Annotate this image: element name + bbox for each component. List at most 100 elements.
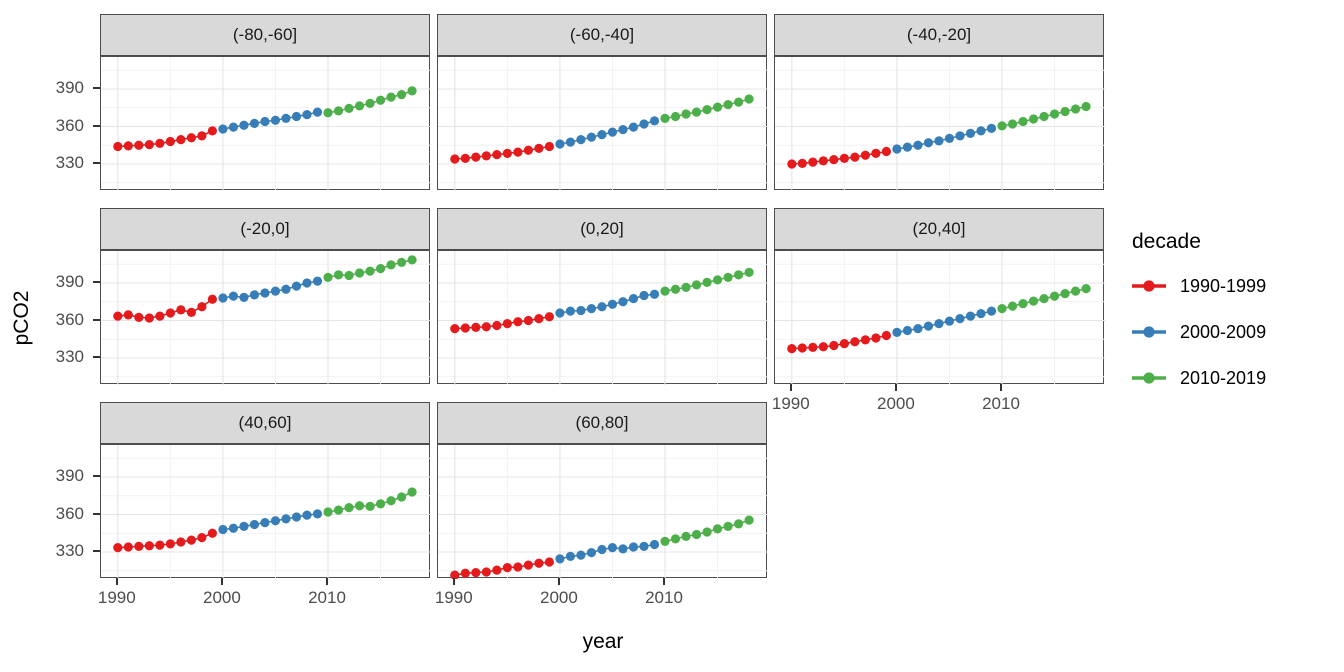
decade-line (791, 334, 887, 350)
data-point (733, 270, 744, 280)
data-point (850, 337, 860, 347)
data-point (333, 505, 344, 515)
data-point (197, 533, 207, 543)
data-point (565, 551, 576, 561)
data-point (797, 158, 807, 168)
data-point (176, 135, 186, 145)
data-point (471, 322, 481, 332)
facet-plot (438, 445, 768, 579)
data-point (681, 282, 691, 292)
facet-panel (437, 250, 768, 385)
data-point (165, 136, 175, 147)
data-point (670, 534, 681, 544)
data-point (523, 560, 533, 570)
data-point (218, 124, 228, 134)
y-tick-label: 330 (55, 347, 84, 366)
data-point (976, 309, 986, 319)
data-point (471, 152, 481, 162)
x-tick-label: 2000 (202, 588, 241, 607)
data-point (450, 154, 460, 164)
y-tick-mark (93, 162, 100, 164)
x-tick-mark (326, 578, 328, 585)
x-tick-mark (1000, 384, 1002, 391)
data-point (892, 327, 902, 337)
data-point (544, 141, 555, 152)
data-point (586, 132, 597, 142)
y-tick-label: 390 (55, 272, 84, 291)
facet-strip: (-60,-40] (437, 14, 767, 56)
data-point (618, 125, 628, 135)
x-tick-mark (557, 578, 560, 585)
data-point (354, 268, 365, 278)
data-point (281, 284, 291, 294)
decade-line (896, 127, 992, 150)
facet-plot (101, 251, 431, 385)
data-point (649, 289, 660, 299)
facet-strip-label: (-40,-20] (906, 25, 972, 44)
data-point (565, 306, 576, 316)
facet-strip-label: (0,20] (580, 219, 624, 238)
data-point (660, 536, 670, 546)
decade-line (222, 513, 318, 531)
data-point (712, 275, 723, 285)
y-tick-label: 390 (55, 466, 84, 485)
data-point (239, 521, 249, 531)
data-point (712, 524, 723, 534)
facet-panel (774, 56, 1105, 191)
data-point (323, 272, 333, 282)
legend: decade 1990-1999 2000-2009 2010-2019 (1130, 230, 1266, 412)
decade-line (559, 543, 655, 560)
data-point (670, 111, 681, 122)
data-point (228, 122, 239, 132)
data-point (1018, 299, 1028, 309)
data-point (396, 257, 407, 267)
data-point (723, 521, 733, 531)
legend-entry-label: 1990-1999 (1180, 275, 1267, 296)
data-point (829, 340, 839, 351)
data-point (923, 138, 934, 148)
facet-panel (437, 56, 768, 191)
x-tick-label: 2010 (982, 394, 1020, 413)
data-point (808, 342, 818, 352)
legend-entry-label: 2000-2009 (1180, 321, 1267, 342)
facet-plot (101, 57, 431, 191)
data-point (502, 319, 512, 329)
data-point (628, 122, 639, 132)
data-point (1049, 291, 1060, 301)
x-tick-label: 1990 (771, 394, 810, 413)
data-point (344, 103, 354, 113)
data-point (744, 267, 754, 277)
data-point (576, 305, 586, 316)
legend-key-icon (1132, 280, 1166, 292)
decade-line (454, 315, 550, 330)
data-point (481, 151, 491, 161)
data-point (365, 501, 375, 511)
y-tick-mark (93, 550, 100, 552)
y-axis-title: pCO2 (10, 290, 33, 346)
facet-plot (438, 251, 768, 385)
data-point (460, 323, 470, 333)
data-point (186, 535, 196, 545)
data-point (628, 542, 639, 552)
data-point (544, 312, 555, 322)
y-tick-mark (93, 124, 100, 127)
data-point (481, 567, 491, 577)
data-point (312, 509, 323, 519)
decade-line (791, 150, 887, 165)
data-point (207, 126, 218, 136)
data-point (492, 320, 502, 331)
x-tick-label: 2000 (539, 588, 578, 607)
data-point (944, 133, 955, 143)
data-point (460, 568, 470, 578)
data-point (1018, 116, 1028, 127)
data-point (186, 133, 196, 143)
data-point (165, 308, 175, 318)
data-point (260, 518, 270, 528)
data-point (965, 311, 976, 321)
data-point (744, 515, 754, 525)
data-point (249, 519, 260, 530)
data-point (113, 141, 123, 152)
x-tick-label: 1990 (434, 588, 473, 607)
data-point (1039, 294, 1049, 304)
data-point (365, 266, 375, 276)
